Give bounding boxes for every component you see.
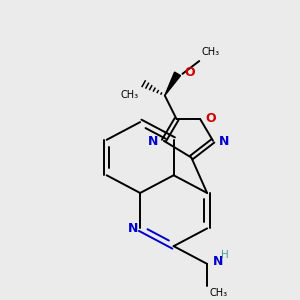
Text: N: N	[213, 255, 224, 268]
Polygon shape	[165, 72, 181, 95]
Text: O: O	[205, 112, 216, 125]
Text: CH₃: CH₃	[209, 289, 227, 298]
Text: CH₃: CH₃	[120, 90, 138, 100]
Text: N: N	[219, 135, 229, 148]
Text: O: O	[184, 66, 195, 80]
Text: CH₃: CH₃	[201, 47, 219, 57]
Text: H: H	[221, 250, 229, 260]
Text: N: N	[148, 135, 158, 148]
Text: N: N	[128, 222, 138, 235]
